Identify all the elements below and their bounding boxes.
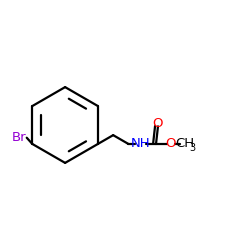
Text: CH: CH <box>175 138 195 150</box>
Text: O: O <box>166 138 176 150</box>
Text: 3: 3 <box>189 143 195 153</box>
Text: Br: Br <box>12 131 27 144</box>
Text: O: O <box>153 117 163 130</box>
Text: NH: NH <box>130 138 150 150</box>
